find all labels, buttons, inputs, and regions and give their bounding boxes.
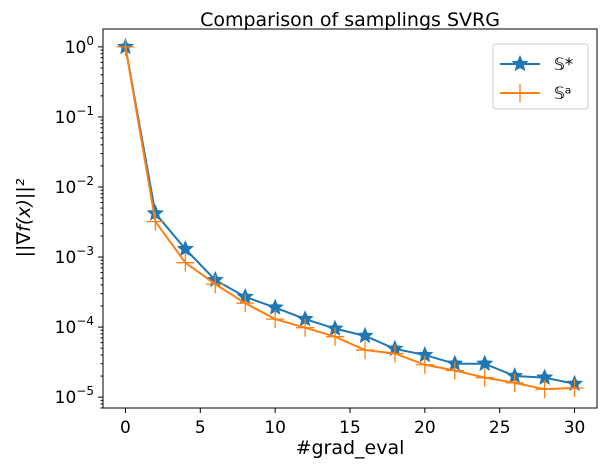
legend: 𝕊* 𝕊ᵃ	[492, 43, 589, 110]
series-line-1	[124, 46, 575, 391]
x-tick-label: 0	[120, 418, 131, 438]
data-point-star	[356, 326, 374, 344]
data-point-plus	[206, 275, 225, 294]
data-point-plus	[236, 294, 255, 313]
data-point-plus	[445, 361, 464, 380]
chart-title: Comparison of samplings SVRG	[200, 9, 500, 31]
data-point-plus	[475, 368, 494, 387]
data-point-star	[511, 55, 529, 72]
x-tick-label: 20	[414, 418, 436, 438]
data-point-plus	[505, 373, 524, 392]
data-point-star	[536, 368, 554, 385]
data-point-star	[476, 354, 494, 371]
data-point-star	[416, 346, 434, 363]
data-point-plus	[266, 310, 285, 329]
y-tick-label: 10−2	[55, 174, 94, 198]
data-point-plus	[511, 84, 529, 102]
x-tick-label: 25	[489, 418, 511, 438]
legend-label: 𝕊ᵃ	[554, 84, 571, 104]
x-tick-label: 15	[339, 418, 361, 438]
y-tick-label: 10−1	[55, 104, 94, 128]
y-tick-label: 10−5	[55, 384, 94, 408]
legend-label: 𝕊*	[554, 55, 573, 75]
data-point-plus	[116, 37, 135, 56]
x-axis-label: #grad_eval	[296, 437, 405, 459]
data-point-plus	[565, 379, 584, 398]
data-point-star	[146, 204, 164, 221]
series-line-0	[124, 46, 575, 385]
data-point-plus	[415, 355, 434, 374]
plot-area	[116, 37, 584, 399]
y-tick-label: 10−4	[55, 314, 94, 338]
data-point-plus	[326, 327, 345, 346]
y-tick-label: 10−3	[55, 244, 94, 268]
data-point-star	[176, 240, 194, 257]
y-axis-label: ||∇f(x)||²	[13, 178, 35, 257]
data-point-plus	[176, 253, 195, 272]
legend-box	[492, 43, 589, 110]
x-tick-label: 5	[195, 418, 206, 438]
data-point-plus	[296, 318, 315, 337]
x-tick-label: 10	[264, 418, 286, 438]
data-point-plus	[355, 341, 374, 360]
data-point-star	[296, 310, 314, 327]
data-point-plus	[146, 212, 165, 231]
x-tick-label: 30	[564, 418, 586, 438]
y-tick-label: 100	[65, 34, 94, 58]
data-point-plus	[535, 380, 554, 399]
data-point-plus	[385, 344, 404, 363]
data-point-star	[266, 298, 284, 315]
